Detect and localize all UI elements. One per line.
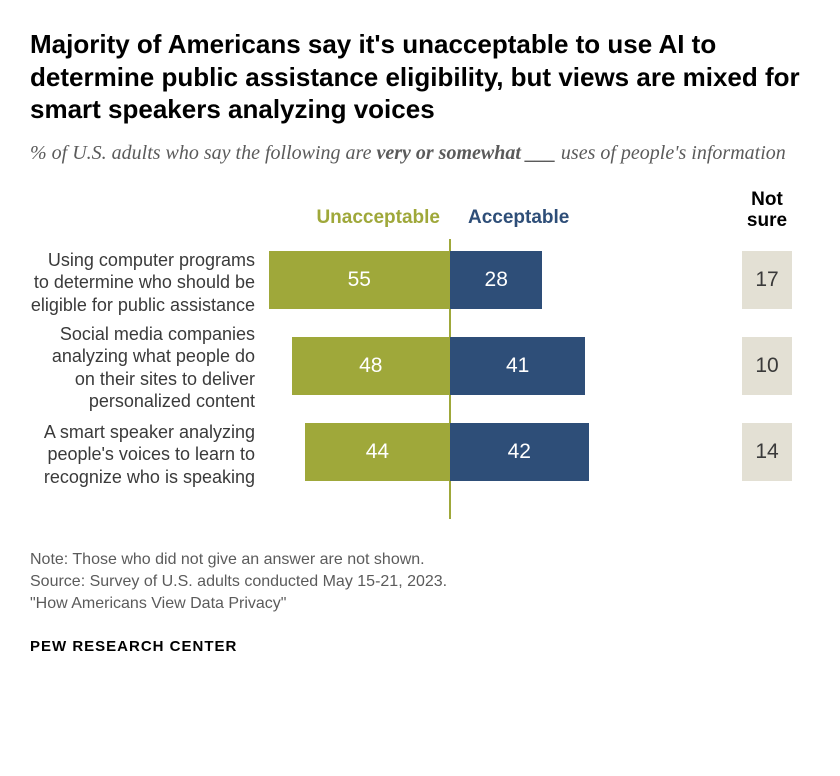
legend-not-sure: Not sure — [736, 189, 798, 233]
chart-title: Majority of Americans say it's unaccepta… — [30, 28, 810, 126]
chart-notes: Note: Those who did not give an answer a… — [30, 549, 810, 616]
row-label: Using computer programs to determine who… — [30, 249, 255, 317]
legend-acceptable: Acceptable — [468, 207, 569, 229]
legend-not-sure-line1: Not — [751, 189, 783, 210]
row-label: Social media companies analyzing what pe… — [30, 323, 255, 413]
subtitle-prefix: % of U.S. adults who say the following a… — [30, 142, 376, 164]
note-line-3: "How Americans View Data Privacy" — [30, 593, 810, 615]
legend-not-sure-line2: sure — [747, 210, 787, 231]
chart-row: Social media companies analyzing what pe… — [30, 337, 810, 395]
bar-unacceptable: 44 — [305, 423, 450, 481]
subtitle-suffix: uses of people's information — [556, 142, 786, 164]
bar-acceptable: 28 — [450, 251, 542, 309]
chart-area: Unacceptable Acceptable Not sure Using c… — [30, 189, 810, 539]
bar-unacceptable: 48 — [292, 337, 450, 395]
not-sure-value: 14 — [742, 423, 792, 481]
chart-subtitle: % of U.S. adults who say the following a… — [30, 140, 810, 167]
note-line-2: Source: Survey of U.S. adults conducted … — [30, 571, 810, 593]
note-line-1: Note: Those who did not give an answer a… — [30, 549, 810, 571]
not-sure-value: 10 — [742, 337, 792, 395]
bar-unacceptable: 55 — [269, 251, 451, 309]
not-sure-value: 17 — [742, 251, 792, 309]
legend-row: Unacceptable Acceptable Not sure — [30, 189, 810, 239]
bar-acceptable: 41 — [450, 337, 585, 395]
subtitle-emphasis: very or somewhat ___ — [376, 142, 555, 164]
row-label: A smart speaker analyzing people's voice… — [30, 421, 255, 489]
legend-unacceptable: Unacceptable — [316, 207, 440, 229]
attribution: PEW RESEARCH CENTER — [30, 638, 810, 655]
chart-row: Using computer programs to determine who… — [30, 251, 810, 309]
bar-acceptable: 42 — [450, 423, 589, 481]
chart-row: A smart speaker analyzing people's voice… — [30, 423, 810, 481]
